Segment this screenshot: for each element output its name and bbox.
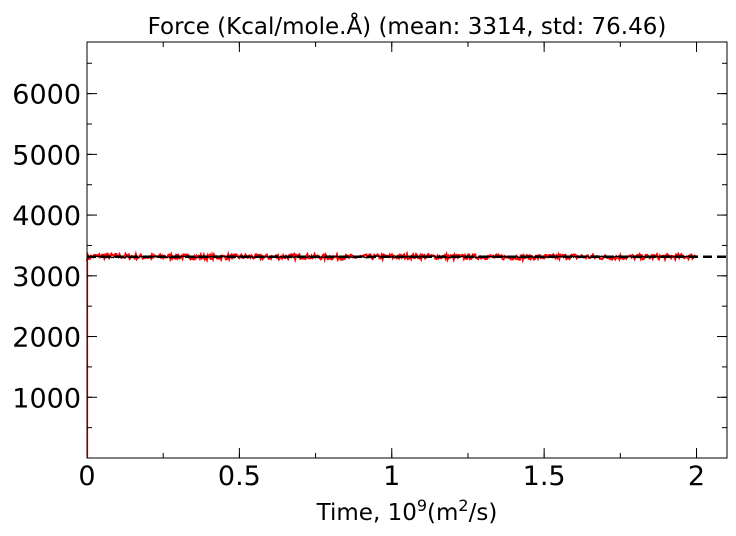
y-tick-label: 2000 xyxy=(12,323,81,354)
y-tick-label: 5000 xyxy=(12,140,81,171)
x-tick-label: 1 xyxy=(383,461,400,492)
x-tick-label: 0.5 xyxy=(218,461,261,492)
y-tick-label: 1000 xyxy=(12,383,81,414)
x-tick-label: 1.5 xyxy=(523,461,566,492)
x-tick-label: 2 xyxy=(688,461,705,492)
chart-title: Force (Kcal/mole.Å) (mean: 3314, std: 76… xyxy=(148,12,667,40)
plot-frame xyxy=(86,41,728,459)
axis-ticks: 0 0.5 1 1.5 2 1000 2000 3000 4000 5000 6000 xyxy=(12,42,727,492)
y-tick-label: 4000 xyxy=(12,201,81,232)
x-axis-label: Time, 109(m2/s) xyxy=(316,496,498,526)
y-tick-label: 6000 xyxy=(12,80,81,111)
plot-marks xyxy=(85,250,727,458)
y-tick-label: 3000 xyxy=(12,262,81,293)
x-tick-label: 0 xyxy=(78,461,95,492)
